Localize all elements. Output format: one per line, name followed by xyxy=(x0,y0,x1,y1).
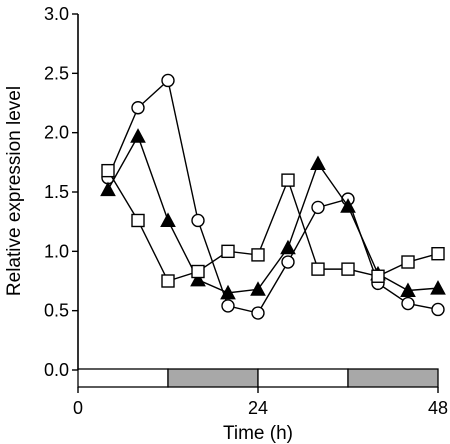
data-point-triangle xyxy=(160,212,176,227)
bar-segment-dark-1 xyxy=(167,368,259,388)
data-point-triangle xyxy=(280,239,296,255)
y-ticks: 0.0 0.5 1.0 1.5 2.0 2.5 3.0 xyxy=(44,4,78,380)
data-point-triangle xyxy=(340,198,356,213)
series-line-open-square xyxy=(107,170,439,282)
bar-segment-light-0 xyxy=(77,368,169,388)
series xyxy=(100,73,446,320)
data-point-square xyxy=(401,255,415,269)
data-point-triangle xyxy=(130,128,146,143)
y-tick-label: 0.5 xyxy=(44,301,69,321)
data-point-triangle xyxy=(400,282,416,297)
data-point-triangle xyxy=(100,181,116,197)
data-point-square xyxy=(281,173,295,187)
data-point-square xyxy=(371,269,385,283)
x-tick-label: 0 xyxy=(73,398,83,418)
data-point-circle xyxy=(161,73,175,88)
y-tick-label: 3.0 xyxy=(44,4,69,24)
data-point-circle xyxy=(251,306,265,320)
bar-segment-light-2 xyxy=(257,368,349,388)
light-dark-bar xyxy=(77,368,439,388)
x-axis-title: Time (h) xyxy=(223,423,293,444)
series-line-open-circle xyxy=(107,79,439,314)
data-point-triangle xyxy=(190,271,206,287)
x-tick-label: 24 xyxy=(248,398,268,418)
y-tick-label: 0.0 xyxy=(44,360,69,380)
data-point-triangle xyxy=(430,280,446,295)
data-point-square xyxy=(431,247,445,261)
data-point-circle xyxy=(191,213,205,228)
data-point-square xyxy=(341,262,355,276)
data-point-square xyxy=(101,163,115,178)
x-ticks: 0 24 48 xyxy=(73,387,448,418)
y-tick-label: 1.5 xyxy=(44,182,69,202)
data-point-square xyxy=(191,264,205,279)
series-line-filled-triangle xyxy=(107,134,439,294)
data-point-circle xyxy=(221,299,235,313)
y-axis-title: Relative expression level xyxy=(4,86,25,296)
data-point-triangle xyxy=(250,281,266,296)
data-point-circle xyxy=(131,101,145,115)
bar-segment-dark-3 xyxy=(347,368,439,388)
data-point-square xyxy=(221,244,235,259)
data-point-circle xyxy=(401,296,415,311)
y-tick-label: 2.5 xyxy=(44,63,69,83)
data-point-circle xyxy=(281,255,295,269)
data-point-square xyxy=(131,213,145,228)
data-point-square xyxy=(311,262,325,276)
x-tick-label: 48 xyxy=(428,398,448,418)
y-tick-label: 2.0 xyxy=(44,123,69,143)
y-tick-label: 1.0 xyxy=(44,241,69,261)
data-point-triangle xyxy=(310,155,326,171)
data-point-triangle xyxy=(220,284,236,300)
data-point-circle xyxy=(431,302,445,317)
data-point-square xyxy=(251,248,265,262)
data-point-circle xyxy=(311,200,325,215)
data-point-square xyxy=(161,274,175,288)
